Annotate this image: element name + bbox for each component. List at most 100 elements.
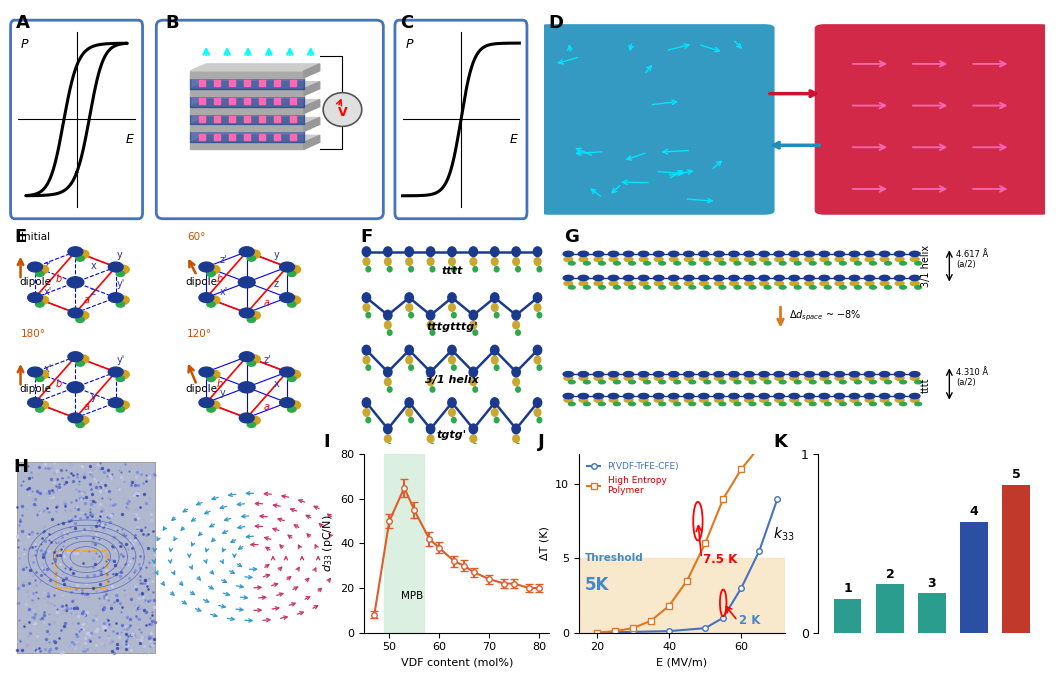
Circle shape bbox=[809, 285, 816, 289]
Circle shape bbox=[430, 330, 435, 335]
Circle shape bbox=[595, 281, 603, 285]
Circle shape bbox=[854, 380, 862, 384]
Text: z': z' bbox=[263, 355, 271, 365]
Circle shape bbox=[835, 398, 844, 402]
High Entropy
Polymer bbox=[590, 629, 603, 637]
Bar bbox=[876, 584, 904, 633]
Circle shape bbox=[599, 262, 605, 265]
Circle shape bbox=[759, 371, 770, 377]
Circle shape bbox=[880, 251, 890, 256]
Circle shape bbox=[790, 257, 798, 262]
Circle shape bbox=[909, 394, 920, 398]
Circle shape bbox=[406, 304, 413, 312]
Circle shape bbox=[563, 251, 573, 256]
Circle shape bbox=[363, 304, 370, 312]
Circle shape bbox=[834, 251, 845, 256]
Circle shape bbox=[670, 398, 678, 402]
Circle shape bbox=[430, 267, 435, 272]
Text: Initial: Initial bbox=[20, 232, 50, 242]
Circle shape bbox=[765, 402, 771, 406]
Polygon shape bbox=[190, 64, 320, 71]
Circle shape bbox=[452, 365, 456, 370]
Circle shape bbox=[674, 402, 681, 406]
Circle shape bbox=[449, 258, 455, 265]
Circle shape bbox=[623, 371, 634, 377]
Text: G: G bbox=[564, 227, 579, 246]
Circle shape bbox=[670, 257, 678, 262]
Circle shape bbox=[491, 247, 498, 256]
Circle shape bbox=[491, 304, 498, 312]
Circle shape bbox=[494, 267, 498, 272]
Bar bbox=[56, 551, 108, 588]
Circle shape bbox=[835, 281, 844, 285]
Circle shape bbox=[825, 402, 831, 406]
Circle shape bbox=[388, 267, 392, 272]
Circle shape bbox=[579, 251, 588, 256]
Circle shape bbox=[27, 367, 42, 377]
Polygon shape bbox=[304, 100, 320, 114]
Text: z': z' bbox=[220, 254, 228, 264]
Circle shape bbox=[363, 356, 370, 364]
Circle shape bbox=[684, 398, 693, 402]
Circle shape bbox=[362, 398, 371, 407]
Circle shape bbox=[834, 371, 845, 377]
Circle shape bbox=[247, 422, 256, 427]
Circle shape bbox=[512, 367, 521, 377]
Circle shape bbox=[534, 304, 541, 312]
Circle shape bbox=[287, 302, 296, 307]
Circle shape bbox=[593, 251, 604, 256]
Circle shape bbox=[362, 247, 371, 256]
Circle shape bbox=[287, 401, 301, 409]
Circle shape bbox=[199, 367, 214, 377]
High Entropy
Polymer bbox=[735, 465, 748, 473]
Circle shape bbox=[247, 256, 256, 261]
Circle shape bbox=[744, 376, 754, 380]
Circle shape bbox=[491, 398, 498, 407]
Circle shape bbox=[599, 285, 605, 289]
Circle shape bbox=[76, 311, 89, 320]
Circle shape bbox=[900, 402, 906, 406]
Circle shape bbox=[76, 256, 84, 261]
Circle shape bbox=[614, 402, 620, 406]
Circle shape bbox=[819, 394, 830, 398]
Circle shape bbox=[743, 371, 754, 377]
Circle shape bbox=[684, 281, 693, 285]
Text: y': y' bbox=[117, 355, 126, 365]
P(VDF-TrFE-CFE) bbox=[717, 614, 730, 622]
Circle shape bbox=[427, 424, 435, 433]
Circle shape bbox=[880, 275, 890, 281]
Text: 120°: 120° bbox=[187, 329, 212, 339]
Circle shape bbox=[494, 365, 498, 370]
Circle shape bbox=[116, 302, 125, 307]
Circle shape bbox=[880, 376, 889, 380]
Circle shape bbox=[719, 262, 725, 265]
Text: P: P bbox=[406, 38, 413, 51]
Circle shape bbox=[383, 424, 392, 433]
Circle shape bbox=[644, 285, 650, 289]
Circle shape bbox=[668, 275, 679, 281]
Circle shape bbox=[362, 345, 371, 355]
Circle shape bbox=[36, 401, 49, 409]
Circle shape bbox=[734, 285, 741, 289]
Text: x': x' bbox=[44, 364, 52, 374]
Circle shape bbox=[491, 409, 498, 417]
Circle shape bbox=[515, 387, 521, 392]
Circle shape bbox=[512, 424, 521, 433]
Text: A: A bbox=[16, 14, 30, 32]
Text: 180°: 180° bbox=[20, 329, 45, 339]
Circle shape bbox=[794, 380, 802, 384]
Polygon shape bbox=[190, 71, 304, 78]
Circle shape bbox=[644, 380, 650, 384]
Circle shape bbox=[513, 378, 520, 386]
X-axis label: VDF content (mol%): VDF content (mol%) bbox=[400, 658, 513, 668]
Circle shape bbox=[68, 247, 82, 256]
Polygon shape bbox=[190, 89, 304, 96]
Circle shape bbox=[699, 394, 709, 398]
Circle shape bbox=[689, 402, 696, 406]
Circle shape bbox=[584, 380, 590, 384]
Circle shape bbox=[449, 304, 455, 312]
Circle shape bbox=[914, 262, 922, 265]
High Entropy
Polymer bbox=[644, 616, 657, 625]
Circle shape bbox=[834, 275, 845, 281]
Polygon shape bbox=[190, 81, 320, 89]
